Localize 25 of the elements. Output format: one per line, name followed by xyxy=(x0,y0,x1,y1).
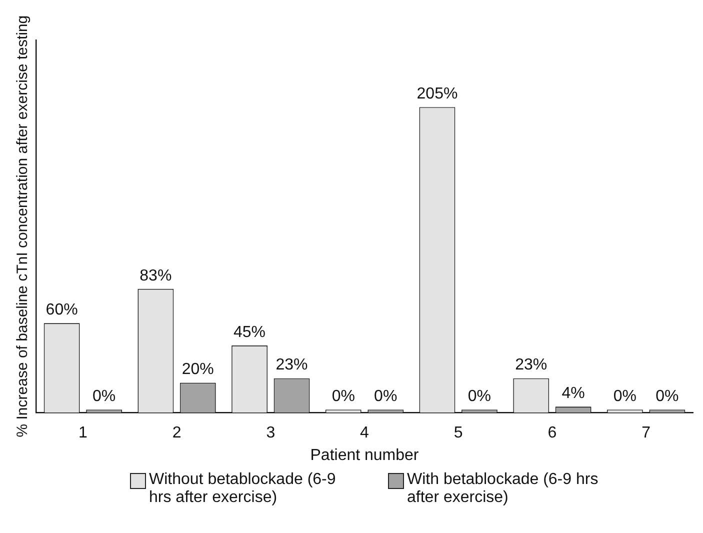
data-label: 205% xyxy=(416,85,458,102)
legend-label: Without betablockade (6-9 hrs after exercise) xyxy=(149,471,337,507)
data-label: 60% xyxy=(46,302,78,319)
data-label: 0% xyxy=(332,388,355,406)
data-label: 23% xyxy=(276,356,308,374)
x-tick-label: 7 xyxy=(642,424,651,442)
data-label: 4% xyxy=(562,385,585,402)
data-label: 0% xyxy=(374,388,398,406)
legend-label: With betablockade (6-9 hrs after exercise) xyxy=(407,471,600,507)
data-label: 0% xyxy=(613,388,637,406)
x-tick-label: 2 xyxy=(172,424,182,442)
data-label: 20% xyxy=(182,361,214,378)
y-axis-title: % Increase of baseline cTnI concentration after exercise testing xyxy=(14,15,32,438)
data-label: 83% xyxy=(140,267,172,284)
x-tick-label: 5 xyxy=(454,424,463,442)
x-tick-label: 4 xyxy=(360,424,370,442)
x-tick-label: 6 xyxy=(548,424,557,442)
x-axis-title: Patient number xyxy=(310,446,420,464)
x-tick-label: 3 xyxy=(266,424,276,442)
data-label: 0% xyxy=(468,388,492,406)
x-tick-label: 1 xyxy=(78,424,88,442)
data-label: 45% xyxy=(234,324,266,341)
data-label: 0% xyxy=(656,388,679,406)
data-label: 23% xyxy=(515,356,548,374)
data-label: 0% xyxy=(92,388,116,406)
